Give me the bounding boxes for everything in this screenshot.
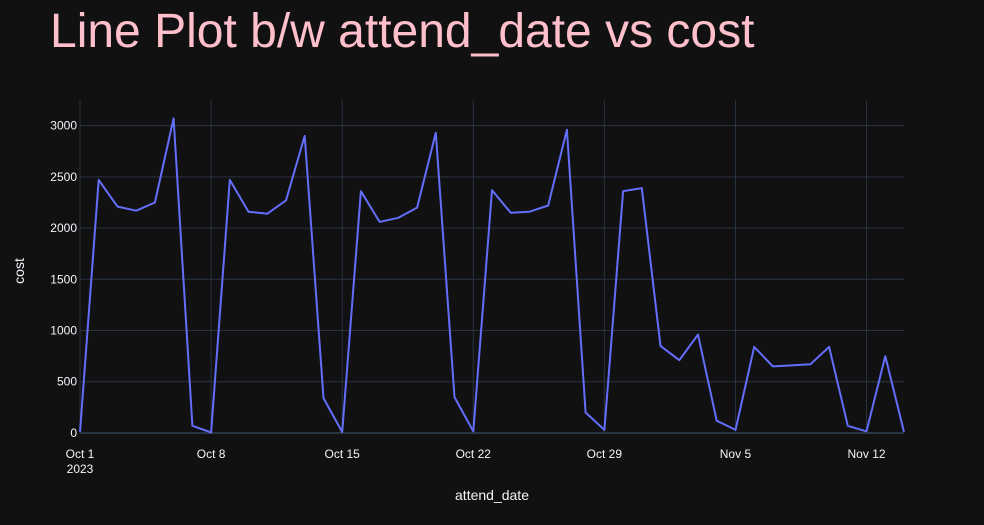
x-tick-label: Nov 5: [720, 447, 752, 461]
y-axis-ticks: 0 500 1000 1500 2000 2500 3000: [50, 119, 77, 440]
y-tick-label: 0: [70, 426, 77, 440]
x-tick-sublabel: 2023: [67, 462, 94, 476]
x-tick-label: Nov 12: [848, 447, 886, 461]
y-axis-title: cost: [11, 258, 27, 284]
x-tick-label: Oct 8: [197, 447, 226, 461]
x-axis-title: attend_date: [455, 487, 529, 503]
chart-title: Line Plot b/w attend_date vs cost: [50, 5, 755, 58]
y-tick-label: 3000: [50, 119, 77, 133]
y-tick-label: 2000: [50, 221, 77, 235]
x-tick-label: Oct 1: [66, 447, 95, 461]
gridlines: [79, 100, 904, 434]
x-tick-label: Oct 15: [325, 447, 361, 461]
x-tick-label: Oct 22: [456, 447, 492, 461]
y-tick-label: 500: [57, 375, 77, 389]
y-tick-label: 1500: [50, 272, 77, 286]
y-tick-label: 1000: [50, 324, 77, 338]
series-line-cost[interactable]: [79, 117, 905, 434]
y-tick-label: 2500: [50, 170, 77, 184]
x-tick-label: Oct 29: [587, 447, 623, 461]
